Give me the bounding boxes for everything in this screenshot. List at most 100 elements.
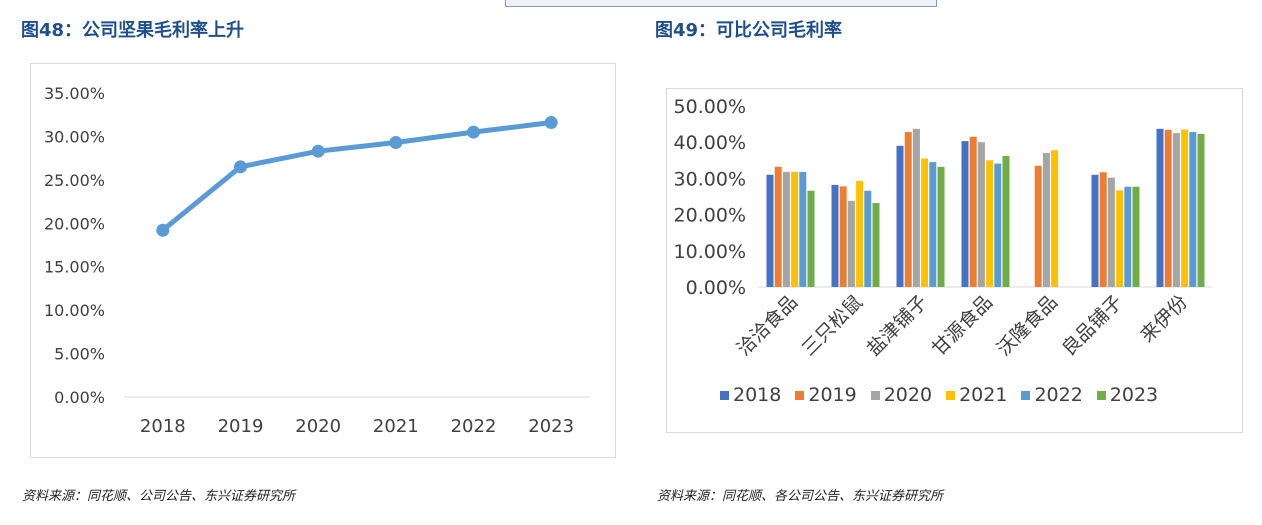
line-x-tick-label: 2022 — [451, 416, 497, 437]
bar-y-tick-label: 40.00% — [674, 132, 746, 154]
bar-y-tick-label: 20.00% — [674, 205, 746, 227]
legend-item-2018: 2018 — [720, 384, 781, 406]
legend-label: 2018 — [733, 384, 782, 406]
legend-swatch — [870, 390, 880, 400]
line-x-tick-label: 2019 — [218, 416, 264, 437]
legend-label: 2021 — [959, 384, 1008, 406]
line-y-tick-label: 25.00% — [44, 171, 105, 190]
bar-y-tick-label: 30.00% — [674, 168, 746, 190]
right-source-note: 资料来源：同花顺、各公司公告、东兴证券研究所 — [657, 489, 944, 504]
bar-category-label: 洽洽食品 — [733, 291, 802, 360]
legend-label: 2019 — [808, 384, 857, 406]
legend-swatch — [1096, 390, 1106, 400]
bar-2019 — [969, 136, 977, 287]
line-y-tick-label: 15.00% — [44, 258, 105, 277]
bar-chart-frame — [666, 88, 1243, 433]
line-y-tick-label: 0.00% — [54, 388, 105, 407]
right-figure-title: 图49：可比公司毛利率 — [655, 20, 843, 41]
bar-2023 — [1197, 133, 1205, 287]
line-y-tick-label: 30.00% — [44, 127, 105, 146]
line-point — [156, 223, 170, 237]
line-y-tick-label: 5.00% — [54, 345, 105, 364]
bar-2019 — [904, 132, 912, 287]
bar-2021 — [986, 160, 994, 287]
line-series — [160, 120, 554, 233]
bar-2023 — [807, 190, 815, 287]
line-x-tick-label: 2018 — [140, 416, 186, 437]
legend-item-2019: 2019 — [795, 384, 857, 406]
bar-2021 — [791, 171, 799, 287]
legend-swatch — [795, 390, 805, 400]
bar-category-label: 沃隆食品 — [993, 291, 1062, 360]
bar-2020 — [782, 171, 790, 287]
legend-swatch — [720, 390, 729, 400]
bar-2021 — [1181, 129, 1189, 287]
legend-item-2021: 2021 — [946, 384, 1007, 406]
bar-category-label: 三只松鼠 — [798, 291, 867, 360]
bar-2018 — [961, 141, 969, 287]
bar-2022 — [799, 171, 807, 287]
line-y-tick-label: 10.00% — [44, 301, 105, 320]
bar-2022 — [994, 163, 1002, 287]
bar-2021 — [1051, 150, 1059, 287]
bar-2023 — [1002, 155, 1010, 287]
bar-2019 — [1034, 165, 1042, 287]
bar-2018 — [896, 145, 904, 287]
legend-item-2023: 2023 — [1096, 384, 1159, 406]
bar-category-label: 盐津铺子 — [863, 291, 932, 360]
bar-2023 — [872, 203, 880, 287]
bar-2022 — [1189, 132, 1197, 287]
bar-2018 — [766, 174, 774, 287]
line-point — [234, 160, 247, 174]
header-rule — [505, 0, 937, 7]
bar-2019 — [1164, 129, 1172, 287]
legend-label: 2020 — [883, 384, 933, 406]
bar-2021 — [921, 158, 929, 287]
legend-swatch — [1021, 390, 1031, 400]
line-point — [389, 136, 403, 150]
bar-2020 — [912, 128, 920, 287]
legend-item-2022: 2022 — [1021, 384, 1083, 406]
bar-2022 — [864, 190, 872, 287]
bar-2018 — [1156, 128, 1164, 287]
bar-2019 — [1099, 172, 1107, 287]
bar-2021 — [1116, 190, 1124, 287]
bar-2019 — [774, 166, 782, 287]
bar-chart-legend: 2018 2019 2020 2021 2022 2023 — [720, 384, 1158, 406]
bar-2021 — [856, 180, 864, 287]
line-point — [467, 125, 480, 139]
left-figure-title: 图48：公司坚果毛利率上升 — [21, 20, 245, 41]
bar-2020 — [1042, 153, 1050, 287]
line-point — [311, 144, 325, 158]
legend-label: 2023 — [1109, 384, 1159, 406]
bar-y-tick-label: 10.00% — [674, 241, 746, 263]
bar-category-label: 来伊份 — [1136, 291, 1192, 347]
bar-2022 — [1124, 186, 1132, 287]
bar-2018 — [1091, 174, 1099, 287]
bar-2023 — [937, 166, 945, 287]
bar-2019 — [839, 186, 847, 287]
left-source-note: 资料来源：同花顺、公司公告、东兴证券研究所 — [22, 489, 296, 504]
line-x-tick-label: 2023 — [528, 416, 574, 437]
line-x-tick-label: 2021 — [373, 416, 419, 437]
bar-category-label: 良品铺子 — [1058, 291, 1127, 360]
line-x-tick-label: 2020 — [295, 416, 341, 437]
line-y-tick-label: 35.00% — [44, 84, 105, 103]
bar-category-label: 甘源食品 — [928, 291, 997, 360]
line-y-tick-label: 20.00% — [44, 214, 105, 233]
legend-label: 2022 — [1034, 384, 1083, 406]
line-point — [544, 116, 558, 130]
bar-y-tick-label: 0.00% — [686, 277, 746, 299]
bar-2023 — [1132, 186, 1140, 287]
legend-item-2020: 2020 — [870, 384, 933, 406]
bar-2022 — [929, 162, 937, 287]
bar-2018 — [831, 184, 839, 287]
bar-y-tick-label: 50.00% — [674, 96, 746, 118]
bar-2020 — [1172, 133, 1180, 287]
legend-swatch — [946, 390, 956, 400]
bar-2020 — [847, 200, 855, 287]
bar-2020 — [977, 142, 985, 287]
bar-2020 — [1107, 177, 1115, 287]
